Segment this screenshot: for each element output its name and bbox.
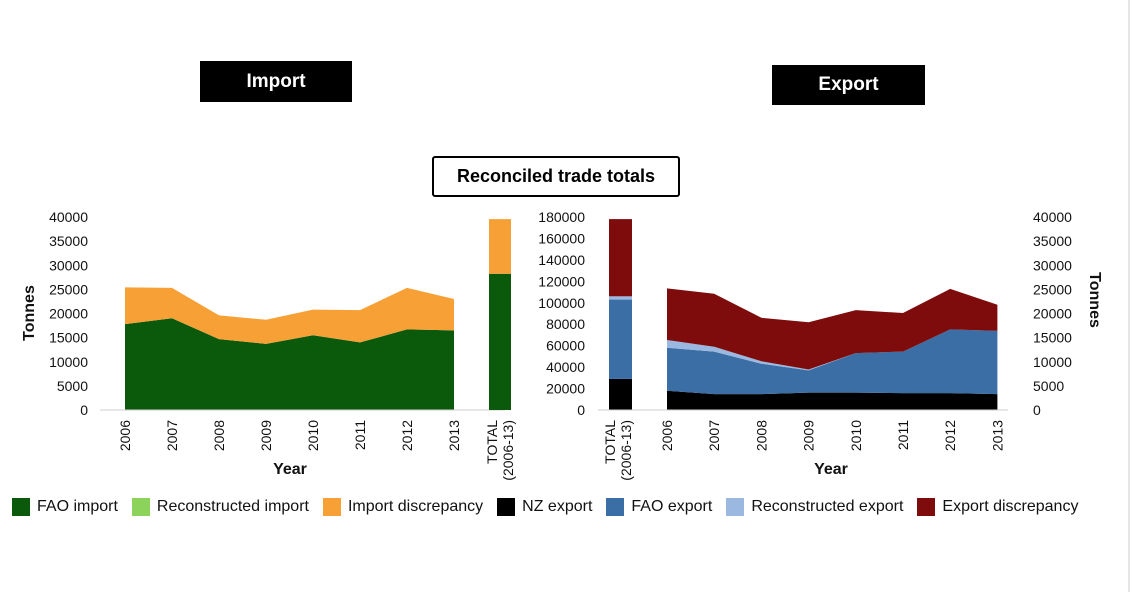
legend-swatch-reconstructed-import [131, 498, 150, 516]
import-x-axis-title: Year [273, 461, 307, 478]
totals-y-tick-label-140000: 140000 [538, 252, 585, 268]
import-y-axis-title: Tonnes [21, 285, 38, 341]
totals-y-tick-label-20000: 20000 [546, 381, 585, 397]
export-total-bar-nz-export [609, 378, 632, 410]
export-y-tick-label-30000: 30000 [1033, 257, 1072, 273]
export-x-tick-label-2006: 2006 [659, 420, 675, 451]
export-y-axis-title: Tonnes [1086, 272, 1103, 328]
totals-y-tick-label-120000: 120000 [538, 273, 585, 289]
legend-label-fao-import: FAO import [37, 498, 118, 515]
import-total-label-line2: (2006-13) [500, 420, 516, 481]
legend: FAO import Reconstructed import Import d… [12, 496, 1092, 518]
legend-item-reconstructed-import: Reconstructed import [131, 498, 309, 516]
import-y-tick-label-0: 0 [80, 402, 88, 418]
export-x-tick-label-2010: 2010 [848, 420, 864, 451]
totals-y-tick-label-0: 0 [577, 402, 585, 418]
import-y-tick-label-35000: 35000 [49, 233, 88, 249]
legend-label-export-discrepancy: Export discrepancy [942, 498, 1079, 515]
export-x-tick-label-2011: 2011 [895, 420, 911, 450]
totals-y-tick-label-100000: 100000 [538, 295, 585, 311]
export-total-label-line1: TOTAL [602, 420, 618, 464]
import-area-fao-import [125, 318, 454, 410]
legend-item-reconstructed-export: Reconstructed export [726, 498, 903, 516]
page-edge [1128, 0, 1130, 592]
import-y-tick-label-25000: 25000 [49, 281, 88, 297]
export-y-tick-label-5000: 5000 [1033, 378, 1064, 394]
import-y-tick-label-30000: 30000 [49, 257, 88, 273]
export-area-nz-export [667, 390, 998, 410]
export-area-reconstructed-export [667, 329, 998, 371]
export-y-tick-label-15000: 15000 [1033, 330, 1072, 346]
legend-label-nz-export: NZ export [522, 498, 593, 515]
export-y-tick-label-25000: 25000 [1033, 281, 1072, 297]
legend-swatch-import-discrepancy [322, 498, 341, 516]
import-x-tick-label-2007: 2007 [164, 420, 180, 451]
import-x-tick-label-2011: 2011 [352, 420, 368, 450]
export-y-tick-label-0: 0 [1033, 402, 1041, 418]
import-total-label-line1: TOTAL [484, 420, 500, 464]
export-total-bar-export-discrepancy [609, 219, 632, 297]
import-y-tick-label-40000: 40000 [49, 209, 88, 225]
legend-label-fao-export: FAO export [631, 498, 713, 515]
import-x-tick-label-2008: 2008 [211, 420, 227, 451]
export-y-tick-label-40000: 40000 [1033, 209, 1072, 225]
totals-y-tick-label-160000: 160000 [538, 230, 585, 246]
import-x-tick-label-2009: 2009 [258, 420, 274, 451]
totals-y-tick-label-180000: 180000 [538, 209, 585, 225]
import-y-tick-label-15000: 15000 [49, 330, 88, 346]
export-x-axis-title: Year [814, 461, 848, 478]
export-area-export-discrepancy [667, 288, 998, 370]
import-x-tick-label-2006: 2006 [117, 420, 133, 451]
import-total-bar-import-discrepancy [489, 219, 511, 274]
legend-item-nz-export: NZ export [497, 498, 592, 516]
import-area-import-discrepancy [125, 287, 454, 344]
export-x-tick-label-2012: 2012 [942, 420, 958, 451]
export-x-tick-label-2007: 2007 [706, 420, 722, 451]
legend-swatch-nz-export [497, 498, 516, 516]
legend-label-reconstructed-import: Reconstructed import [156, 498, 309, 515]
import-total-bar-fao-import [489, 273, 511, 410]
export-x-tick-label-2009: 2009 [801, 420, 817, 451]
totals-y-tick-label-40000: 40000 [546, 359, 585, 375]
export-area-fao-export [667, 329, 998, 395]
reconciled-totals-title: Reconciled trade totals [432, 156, 680, 197]
legend-item-fao-import: FAO import [12, 498, 118, 516]
export-total-bar-fao-export [609, 299, 632, 379]
import-x-tick-label-2013: 2013 [446, 420, 462, 451]
legend-swatch-reconstructed-export [726, 498, 745, 516]
export-y-tick-label-20000: 20000 [1033, 306, 1072, 322]
export-panel-title: Export [772, 65, 925, 105]
legend-swatch-fao-export [606, 498, 625, 516]
export-total-label-line2: (2006-13) [618, 420, 634, 481]
import-x-tick-label-2012: 2012 [399, 420, 415, 451]
export-x-tick-label-2008: 2008 [753, 420, 769, 451]
export-total-bar-reconstructed-export [609, 296, 632, 300]
legend-swatch-export-discrepancy [917, 498, 936, 516]
legend-item-fao-export: FAO export [606, 498, 712, 516]
legend-label-reconstructed-export: Reconstructed export [751, 498, 904, 515]
import-y-tick-label-10000: 10000 [49, 354, 88, 370]
import-x-tick-label-2010: 2010 [305, 420, 321, 451]
legend-item-export-discrepancy: Export discrepancy [917, 498, 1078, 516]
legend-item-import-discrepancy: Import discrepancy [322, 498, 484, 516]
import-y-tick-label-20000: 20000 [49, 306, 88, 322]
totals-y-tick-label-80000: 80000 [546, 316, 585, 332]
import-panel-title: Import [200, 61, 352, 102]
export-y-tick-label-10000: 10000 [1033, 354, 1072, 370]
export-y-tick-label-35000: 35000 [1033, 233, 1072, 249]
export-x-tick-label-2013: 2013 [989, 420, 1005, 451]
import-y-tick-label-5000: 5000 [57, 378, 88, 394]
legend-label-import-discrepancy: Import discrepancy [347, 498, 484, 515]
totals-y-tick-label-60000: 60000 [546, 338, 585, 354]
legend-swatch-fao-import [12, 498, 30, 516]
